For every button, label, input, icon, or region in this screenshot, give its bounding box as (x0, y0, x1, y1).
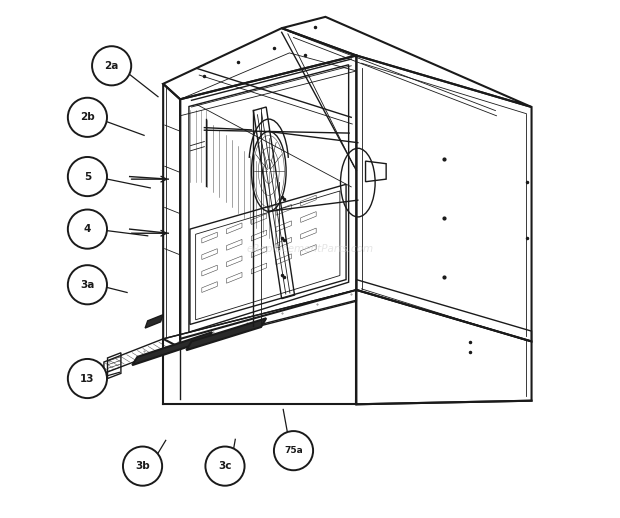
Text: eReplacementParts.com: eReplacementParts.com (246, 243, 374, 254)
Text: 5: 5 (84, 171, 91, 182)
Text: 2b: 2b (80, 112, 95, 122)
Text: 2a: 2a (104, 61, 119, 71)
Text: 3c: 3c (218, 461, 232, 471)
Circle shape (274, 431, 313, 470)
Circle shape (205, 447, 244, 486)
Text: 75a: 75a (284, 446, 303, 455)
Circle shape (123, 447, 162, 486)
Polygon shape (132, 332, 212, 365)
Circle shape (68, 98, 107, 137)
Circle shape (68, 265, 107, 305)
Text: 3b: 3b (135, 461, 150, 471)
Circle shape (68, 210, 107, 249)
Circle shape (68, 157, 107, 196)
Text: 3a: 3a (80, 280, 95, 290)
Text: 4: 4 (84, 224, 91, 234)
Polygon shape (187, 318, 266, 350)
Polygon shape (145, 314, 163, 328)
Text: 13: 13 (80, 373, 95, 383)
Circle shape (92, 46, 131, 85)
Circle shape (68, 359, 107, 398)
